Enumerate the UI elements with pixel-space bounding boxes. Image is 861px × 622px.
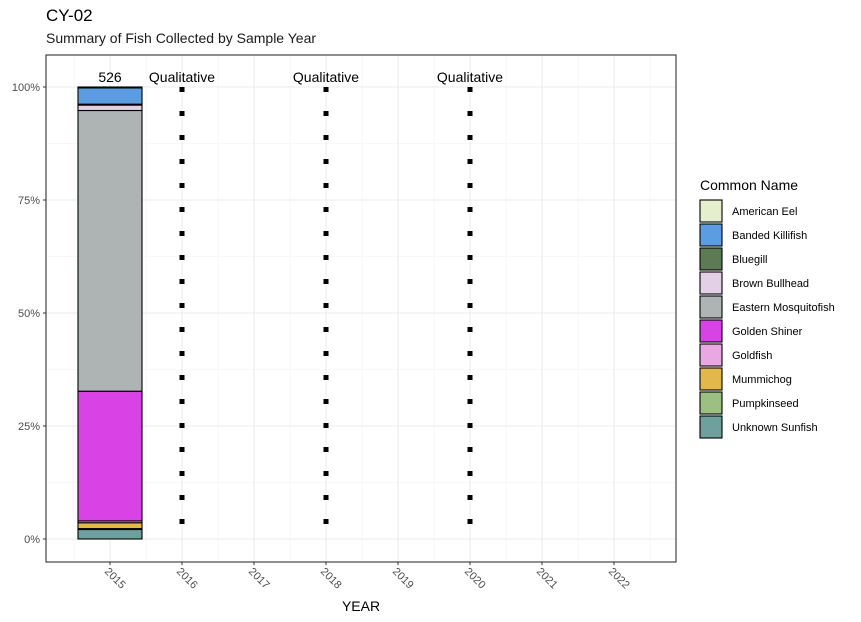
bar-segment (77, 390, 143, 522)
legend-swatch (699, 247, 723, 271)
y-tick-label: 75% (18, 195, 40, 207)
plot-panel (46, 55, 676, 562)
legend-swatch (699, 343, 723, 367)
x-axis-title: YEAR (342, 598, 380, 614)
bar-segment (77, 86, 143, 89)
bar-segment (77, 87, 143, 105)
legend-label: Golden Shiner (732, 326, 803, 338)
bar-segment (77, 528, 143, 540)
bar-segment (77, 109, 143, 392)
legend-label: Unknown Sunfish (732, 422, 818, 434)
legend-swatch (699, 295, 723, 319)
x-tick-label: 2016 (174, 566, 200, 592)
legend-swatch (699, 391, 723, 415)
x-tick-label: 2020 (462, 566, 488, 592)
legend-title: Common Name (700, 177, 798, 193)
legend-swatch (699, 319, 723, 343)
qualitative-label: Qualitative (149, 69, 215, 85)
x-tick-label: 2015 (102, 566, 128, 592)
legend-label: Pumpkinseed (732, 398, 799, 410)
legend-label: American Eel (732, 206, 797, 218)
x-tick-label: 2019 (390, 566, 416, 592)
legend-label: Banded Killifish (732, 230, 807, 242)
legend-label: Mummichog (732, 374, 792, 386)
x-tick-label: 2017 (246, 566, 272, 592)
legend-label: Goldfish (732, 350, 772, 362)
y-tick-label: 100% (12, 82, 40, 94)
qualitative-label: Qualitative (437, 69, 503, 85)
legend-swatch (699, 415, 723, 439)
chart-title: CY-02 (46, 6, 93, 25)
qualitative-label: Qualitative (293, 69, 359, 85)
y-tick-label: 0% (24, 534, 40, 546)
bar-total-label: 526 (98, 69, 122, 85)
legend-label: Bluegill (732, 254, 767, 266)
legend-swatch (699, 367, 723, 391)
bar-segment (77, 104, 143, 112)
x-tick-label: 2022 (606, 566, 632, 592)
plot-panel-border (45, 54, 677, 563)
chart-subtitle: Summary of Fish Collected by Sample Year (46, 30, 317, 46)
y-tick-label: 25% (18, 421, 40, 433)
x-tick-label: 2018 (318, 566, 344, 592)
legend-swatch (699, 223, 723, 247)
y-tick-label: 50% (18, 308, 40, 320)
x-tick-label: 2021 (534, 566, 560, 592)
legend-label: Eastern Mosquitofish (732, 302, 835, 314)
legend-swatch (699, 271, 723, 295)
legend-swatch (699, 199, 723, 223)
bar-segment (77, 522, 143, 530)
legend-label: Brown Bullhead (732, 278, 809, 290)
